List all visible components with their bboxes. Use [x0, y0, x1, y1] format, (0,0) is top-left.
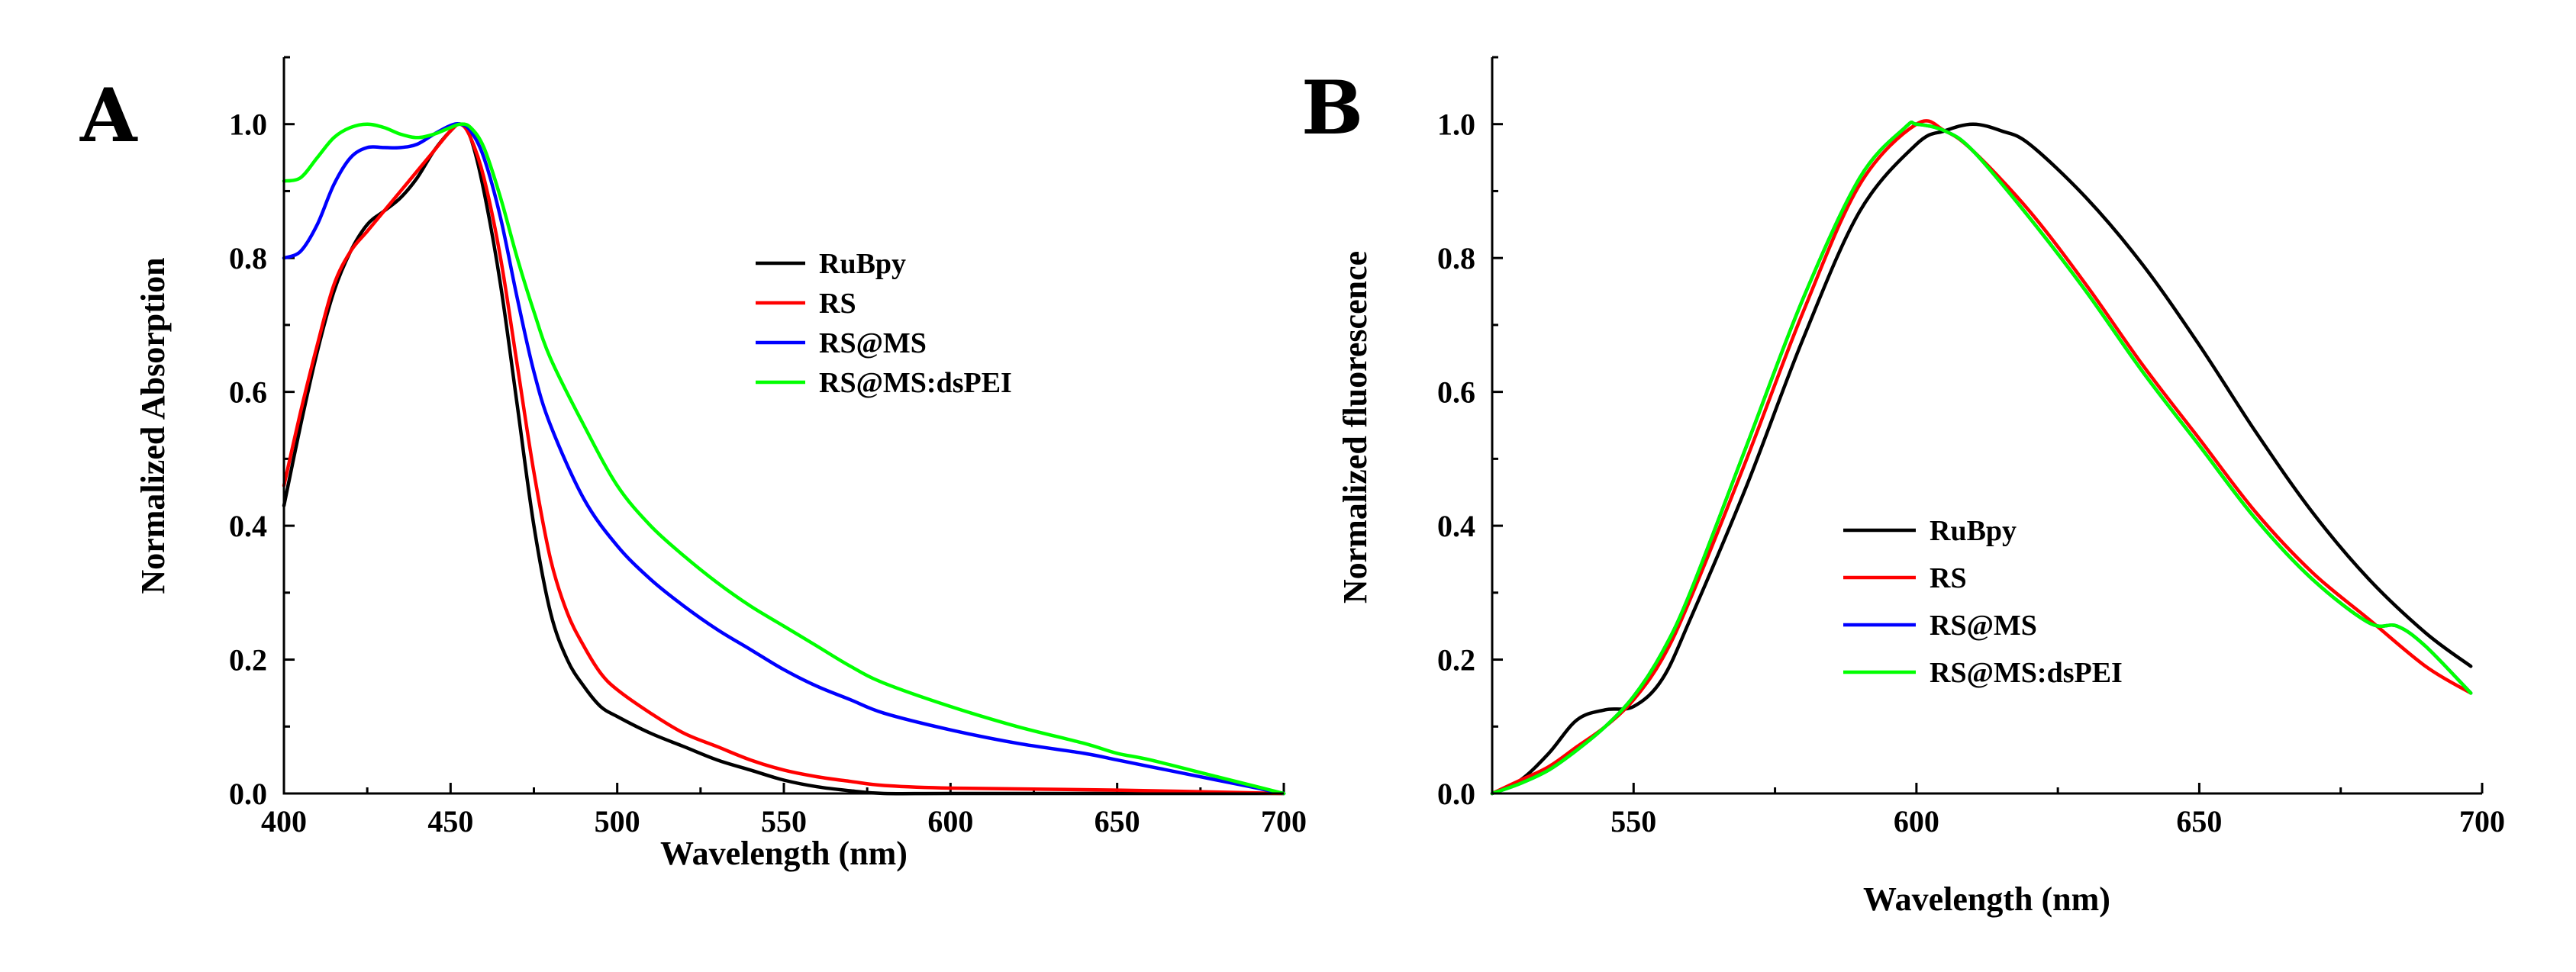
- panel-a-ticks: 400 450 500 550 600 650 700 0.0 0.2 0.4 0.6 0.8 1.0: [229, 56, 1307, 838]
- panel-a-xtick-label: 400: [261, 804, 307, 838]
- panel-a-legend-label: RS: [819, 288, 856, 320]
- panel-b-legend-label: RuBpy: [1930, 515, 2017, 547]
- panel-a-xlabel: Wavelength (nm): [660, 835, 908, 872]
- panel-a-xtick-label: 650: [1095, 804, 1140, 838]
- panel-a-ytick-label: 0.8: [229, 241, 267, 275]
- panel-b-series-rs-ms-dspei: [1490, 121, 2473, 796]
- panel-a-legend: RuBpy RS RS@MS RS@MS:dsPEI: [756, 248, 1012, 399]
- panel-b-ylabel: Normalized fluorescence: [1336, 251, 1374, 603]
- panel-b-xtick-label: 700: [2459, 804, 2505, 838]
- panel-a-ytick-label: 0.0: [229, 777, 267, 811]
- panel-a-series-rs: [282, 122, 1286, 796]
- panel-a-xtick-label: 550: [761, 804, 807, 838]
- panel-b-curves: [1490, 119, 2473, 796]
- panel-b-legend-label: RS@MS:dsPEI: [1930, 657, 2123, 689]
- panel-a-legend-label: RS@MS:dsPEI: [819, 367, 1012, 399]
- panel-a-letter: A: [79, 72, 138, 159]
- panel-a-ytick-label: 0.6: [229, 375, 267, 410]
- panel-a-legend-label: RS@MS: [819, 327, 927, 359]
- panel-b-ytick-label: 1.0: [1437, 108, 1475, 142]
- panel-b-legend-label: RS: [1930, 562, 1967, 594]
- panel-b-xlabel: Wavelength (nm): [1863, 880, 2110, 918]
- panel-a-ytick-label: 0.2: [229, 643, 267, 678]
- panel-b-letter: B: [1301, 65, 1363, 151]
- panel-b-xtick-label: 650: [2176, 804, 2222, 838]
- panel-b-xtick-label: 550: [1610, 804, 1656, 838]
- panel-b-legend-label: RS@MS: [1930, 610, 2037, 642]
- panel-a-series-rs-ms-dspei: [282, 122, 1286, 796]
- panel-a-xtick-label: 450: [427, 804, 473, 838]
- panel-b-ytick-label: 0.2: [1437, 643, 1475, 678]
- panel-b-ticks: 550 600 650 700 0.0 0.2 0.4 0.6 0.8 1.0: [1437, 56, 2505, 838]
- panel-b-xtick-label: 600: [1894, 804, 1939, 838]
- panel-a-series-rubpy: [282, 122, 1286, 796]
- panel-a-legend-label: RuBpy: [819, 248, 906, 280]
- panel-b-chart: B 550 600 650 700 0.0 0.2 0.4 0.6 0.8 1.0 Wavelen…: [1301, 56, 2505, 918]
- panel-a-series-rs-ms: [282, 121, 1286, 796]
- panel-a-chart: A 400 450 500 550 600 650 700 0.0 0.2 0.4 0.6 0.8 1.…: [79, 56, 1307, 872]
- panel-b-ytick-label: 0.6: [1437, 375, 1475, 410]
- panel-a-xtick-label: 700: [1261, 804, 1307, 838]
- panel-a-ylabel: Normalized Absorption: [134, 257, 172, 594]
- panel-a-ytick-label: 0.4: [229, 509, 267, 543]
- panel-b-axes: [1491, 57, 2482, 795]
- panel-b-ytick-label: 0.0: [1437, 777, 1475, 811]
- panel-a-axes: [282, 57, 1284, 795]
- panel-a-xtick-label: 500: [595, 804, 640, 838]
- panel-b-ytick-label: 0.4: [1437, 509, 1475, 543]
- panel-a-curves: [282, 121, 1286, 796]
- panel-a-xtick-label: 600: [927, 804, 973, 838]
- panel-b-legend: RuBpy RS RS@MS RS@MS:dsPEI: [1843, 515, 2123, 689]
- panel-a-ytick-label: 1.0: [229, 108, 267, 142]
- panel-b-ytick-label: 0.8: [1437, 241, 1475, 275]
